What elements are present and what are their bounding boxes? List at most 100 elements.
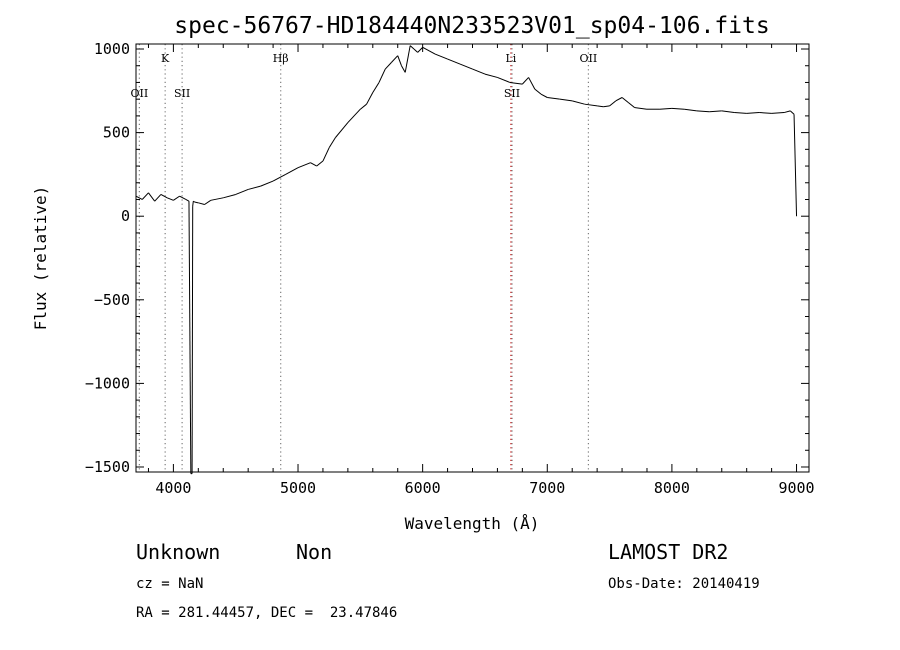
spectrum-segment bbox=[547, 97, 560, 100]
spectrum-segment bbox=[173, 195, 180, 201]
x-tick-label: 4000 bbox=[155, 479, 191, 497]
spectrum-segment bbox=[272, 173, 286, 182]
spectrum-segment bbox=[417, 46, 424, 53]
y-tick-label: 1000 bbox=[94, 40, 130, 58]
spectrum-segment bbox=[248, 185, 261, 190]
spectrum-segment bbox=[627, 102, 635, 108]
spectrum-segment bbox=[759, 112, 772, 114]
spectrum-segment bbox=[360, 103, 367, 110]
spectrum-segment bbox=[397, 55, 402, 66]
spectrum-segment bbox=[659, 107, 672, 110]
spectrum-segment bbox=[621, 97, 629, 103]
y-tick-label: 0 bbox=[121, 207, 130, 225]
line-marker-label: K bbox=[161, 52, 170, 65]
spectrum-segment bbox=[534, 88, 542, 95]
spectrum-segment bbox=[709, 110, 722, 113]
x-tick-label: 8000 bbox=[654, 479, 690, 497]
spectrum-segment bbox=[223, 193, 236, 199]
spectrum-segment bbox=[783, 110, 791, 114]
spectrum-segment bbox=[191, 206, 194, 474]
axis-ticks: 4000 5000 6000 7000 8000 9000 −1500 −1000 −500 0 5… bbox=[85, 40, 815, 497]
spectrum-segment bbox=[671, 107, 685, 110]
coordinates-label: RA = 281.44457, DEC = 23.47846 bbox=[136, 605, 398, 621]
x-tick-label: 5000 bbox=[280, 479, 316, 497]
spectrum-segment bbox=[793, 114, 798, 217]
spectrum-segment bbox=[572, 100, 585, 105]
spectrum-segment bbox=[391, 55, 399, 63]
spectrum-segment bbox=[472, 68, 486, 75]
x-tick-label: 7000 bbox=[529, 479, 565, 497]
x-tick-label: 6000 bbox=[405, 479, 441, 497]
spectrum-segment bbox=[322, 147, 330, 162]
spectrum-segment bbox=[316, 160, 324, 167]
y-tick-label: −1000 bbox=[85, 374, 130, 392]
line-marker-label: Hβ bbox=[273, 52, 289, 65]
spectrum-segment bbox=[746, 112, 760, 114]
spectrum-segment bbox=[366, 92, 374, 105]
spectrum-segment bbox=[135, 195, 143, 200]
survey-label: LAMOST DR2 bbox=[608, 540, 729, 564]
spectrum-segment bbox=[684, 108, 697, 112]
spectrum-segment bbox=[509, 81, 523, 85]
y-tick-label: −500 bbox=[94, 291, 130, 309]
spectrum-segment bbox=[734, 112, 747, 114]
spectrum-segment bbox=[497, 76, 511, 83]
spectrum-segment bbox=[328, 137, 336, 148]
spectrum-segment bbox=[696, 110, 710, 113]
spectrum-segment bbox=[378, 68, 386, 83]
spectrum-segment bbox=[721, 110, 735, 114]
line-marker-label: OII bbox=[131, 87, 149, 100]
spectrum-segment bbox=[584, 103, 598, 107]
spectrum-segment bbox=[260, 180, 274, 187]
plot-frame bbox=[135, 43, 810, 473]
spectrum-series bbox=[135, 45, 798, 475]
spectrum-segment bbox=[597, 105, 604, 108]
spectrum-segment bbox=[771, 112, 785, 114]
spectrum-segment bbox=[148, 192, 156, 202]
spectrum-segment bbox=[372, 82, 380, 93]
y-axis-label: Flux (relative) bbox=[31, 186, 50, 331]
spectrum-segment bbox=[540, 93, 548, 98]
spectrum-segment bbox=[404, 45, 411, 73]
spectrum-segment bbox=[634, 107, 648, 110]
line-marker-label: Li bbox=[505, 52, 516, 65]
y-tick-label: −1500 bbox=[85, 458, 130, 476]
obs-date-label: Obs-Date: 20140419 bbox=[608, 576, 760, 592]
spectrum-segment bbox=[188, 201, 192, 474]
redshift-label: cz = NaN bbox=[136, 576, 204, 592]
spectrum-segment bbox=[198, 202, 205, 205]
spectrum-segment bbox=[185, 199, 190, 202]
spectrum-segment bbox=[521, 77, 529, 85]
spectrum-segment bbox=[210, 197, 224, 201]
spectrum-segment bbox=[335, 122, 349, 138]
subclass-label: Non bbox=[296, 540, 333, 564]
spectrum-segment bbox=[194, 201, 199, 204]
spectrum-segment bbox=[235, 188, 249, 195]
class-label: Unknown bbox=[136, 540, 221, 564]
spectrum-segment bbox=[603, 105, 610, 108]
spectrum-segment bbox=[459, 63, 473, 70]
spectrum-segment bbox=[310, 162, 317, 167]
spectrum-segment bbox=[179, 195, 187, 200]
spectrum-segment bbox=[789, 110, 795, 115]
line-marker-label: SII bbox=[174, 87, 190, 100]
spectral-line-markers: OII K SII Hβ Li SII OII bbox=[131, 44, 598, 472]
spectrum-segment bbox=[422, 46, 436, 55]
spectrum-segment bbox=[192, 201, 194, 207]
spectrum-segment bbox=[528, 77, 536, 90]
spectrum-segment bbox=[484, 73, 498, 78]
line-marker-label: OII bbox=[580, 52, 598, 65]
spectrum-segment bbox=[401, 65, 406, 73]
spectrum-segment bbox=[384, 62, 392, 70]
x-tick-label: 9000 bbox=[778, 479, 814, 497]
spectrum-segment bbox=[285, 167, 299, 175]
spectrum-segment bbox=[615, 97, 623, 102]
spectrum-segment bbox=[297, 162, 311, 169]
spectrum-segment bbox=[160, 194, 168, 199]
x-axis-label: Wavelength (Å) bbox=[405, 514, 540, 533]
spectrum-segment bbox=[204, 199, 212, 205]
spectrum-segment bbox=[347, 108, 361, 123]
spectrum-segment bbox=[434, 53, 448, 60]
chart-title: spec-56767-HD184440N233523V01_sp04-106.f… bbox=[174, 13, 769, 39]
